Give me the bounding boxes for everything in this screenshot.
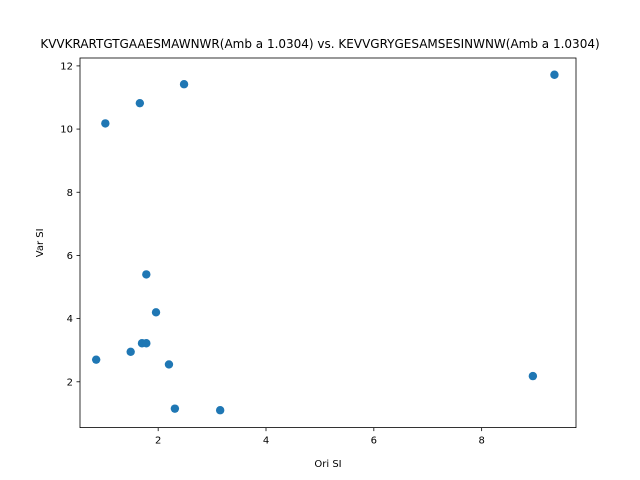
- y-tick-label: 12: [60, 61, 73, 72]
- scatter-point-10: [170, 404, 180, 413]
- scatter-point-12: [215, 406, 225, 415]
- y-axis-label: Var SI: [35, 228, 46, 257]
- scatter-point-1: [91, 355, 101, 364]
- scatter-point-2: [101, 119, 110, 128]
- plot-area-frame: [79, 57, 577, 429]
- scatter-point-6: [142, 339, 151, 348]
- x-axis-label: Ori SI: [314, 459, 341, 470]
- scatter-point-8: [151, 308, 161, 317]
- scatter-point-7: [142, 270, 151, 279]
- scatter-point-3: [126, 347, 135, 356]
- scatter-point-11: [179, 80, 189, 89]
- y-tick-label: 2: [67, 377, 73, 388]
- scatter-point-4: [135, 98, 145, 108]
- scatter-point-14: [550, 70, 559, 79]
- x-tick-label: 4: [263, 436, 269, 447]
- y-tick-label: 8: [67, 188, 73, 199]
- y-tick-label: 10: [60, 125, 73, 136]
- chart-title: KVVKRARTGTGAAESMAWNWR(Amb a 1.0304) vs. …: [40, 37, 599, 51]
- y-axis-ticks: 2 4 6 8 10 12: [60, 61, 80, 388]
- scatter-point-13: [528, 371, 538, 381]
- x-tick-label: 2: [155, 436, 161, 447]
- y-tick-label: 4: [67, 314, 73, 325]
- points-layer: [91, 70, 559, 415]
- x-tick-label: 6: [371, 436, 377, 447]
- x-axis-ticks: 2 4 6 8: [155, 427, 485, 447]
- scatter-point-9: [164, 360, 174, 369]
- x-tick-label: 8: [478, 436, 484, 447]
- y-tick-label: 6: [67, 251, 73, 262]
